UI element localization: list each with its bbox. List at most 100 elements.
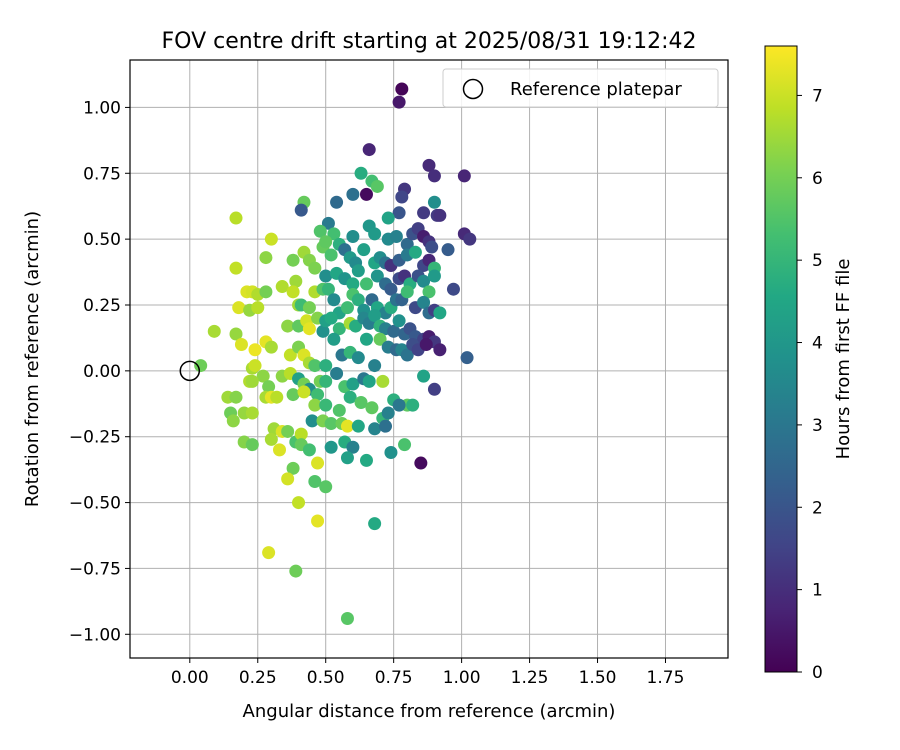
colorbar-ticks: 0 1 2 3 4 5 6 7: [797, 86, 823, 683]
data-point: [245, 406, 259, 420]
data-point: [319, 374, 333, 388]
x-tick-label: 1.75: [647, 668, 685, 688]
y-tick-label: 0.25: [83, 296, 121, 316]
colorbar-tick-label: 2: [812, 498, 823, 518]
data-point: [417, 295, 431, 309]
data-point: [273, 443, 286, 457]
data-point: [264, 232, 278, 246]
data-point: [311, 456, 325, 470]
data-point: [245, 438, 259, 452]
data-point: [248, 343, 262, 357]
data-point: [229, 327, 243, 341]
data-point: [354, 166, 368, 180]
data-point: [427, 169, 441, 183]
data-point: [292, 496, 306, 510]
data-point: [408, 245, 422, 259]
data-point: [262, 380, 276, 394]
x-axis-ticks: 0.00 0.25 0.50 0.75 1.00 1.25 1.50 1.75: [171, 658, 685, 688]
y-tick-label: 0.00: [83, 362, 121, 382]
data-point: [379, 419, 393, 433]
data-point: [308, 474, 322, 488]
data-point: [368, 422, 382, 436]
data-point: [319, 359, 333, 373]
data-point: [395, 82, 409, 96]
colorbar-tick-label: 7: [812, 86, 823, 106]
data-point: [362, 374, 376, 388]
reference-platepar-marker: [179, 360, 201, 382]
colorbar-tick-label: 6: [812, 169, 823, 189]
data-point: [446, 282, 460, 296]
data-point: [400, 285, 414, 299]
colorbar-gradient: [764, 45, 798, 673]
data-point: [433, 208, 447, 222]
data-point: [457, 169, 471, 183]
data-point: [346, 230, 360, 244]
y-axis-ticks: 1.00 0.75 0.50 0.25 0.00 −0.25 −0.50 −0.75 −1.00: [69, 98, 130, 645]
data-point: [327, 293, 341, 307]
data-point: [362, 143, 376, 157]
x-tick-label: 0.50: [307, 668, 345, 688]
data-point: [245, 374, 259, 388]
x-tick-label: 1.00: [443, 668, 481, 688]
chart-title: FOV centre drift starting at 2025/08/31 …: [162, 29, 697, 54]
data-point: [232, 301, 246, 315]
x-tick-label: 0.25: [239, 668, 277, 688]
data-point: [373, 332, 387, 346]
data-point: [368, 517, 382, 531]
data-point: [207, 324, 221, 338]
data-point: [311, 388, 325, 402]
data-point: [286, 461, 300, 475]
data-point: [281, 319, 295, 333]
x-axis-label: Angular distance from reference (arcmin): [243, 701, 616, 722]
data-point: [359, 332, 373, 346]
data-point: [308, 398, 322, 412]
data-point: [417, 369, 431, 383]
legend: Reference platepar: [442, 68, 719, 108]
colorbar-tick-label: 0: [812, 663, 823, 683]
data-point: [321, 216, 335, 230]
data-point: [313, 224, 327, 238]
x-tick-label: 0.75: [375, 668, 413, 688]
data-point: [400, 237, 414, 251]
data-point: [302, 322, 316, 336]
data-point: [229, 390, 243, 404]
data-point: [398, 438, 412, 452]
data-point: [289, 564, 303, 578]
y-tick-label: 0.75: [83, 164, 121, 184]
data-point: [308, 261, 322, 275]
data-point: [417, 206, 431, 220]
data-point: [316, 324, 330, 338]
data-point: [351, 351, 365, 365]
y-tick-label: −1.00: [69, 625, 121, 645]
data-point: [381, 211, 395, 225]
data-point: [297, 385, 311, 399]
data-point: [311, 514, 325, 528]
data-point: [321, 282, 335, 296]
data-point: [359, 277, 373, 291]
data-point: [349, 319, 363, 333]
data-point: [340, 301, 354, 315]
data-point: [441, 243, 455, 257]
grid-lines: [130, 60, 728, 658]
data-points: [194, 82, 477, 625]
data-point: [259, 251, 273, 265]
data-point: [400, 348, 414, 362]
data-point: [305, 414, 319, 428]
data-point: [370, 179, 384, 193]
data-point: [319, 235, 333, 249]
data-point: [264, 340, 278, 354]
data-point: [463, 232, 477, 246]
x-tick-label: 1.50: [579, 668, 617, 688]
data-point: [256, 369, 270, 383]
data-point: [389, 230, 403, 244]
data-point: [324, 440, 338, 454]
data-point: [302, 301, 316, 315]
x-tick-label: 1.25: [511, 668, 549, 688]
legend-label: Reference platepar: [510, 79, 682, 100]
data-point: [270, 390, 284, 404]
data-point: [422, 285, 436, 299]
data-point: [346, 377, 360, 391]
data-point: [384, 282, 398, 296]
data-point: [395, 190, 409, 204]
